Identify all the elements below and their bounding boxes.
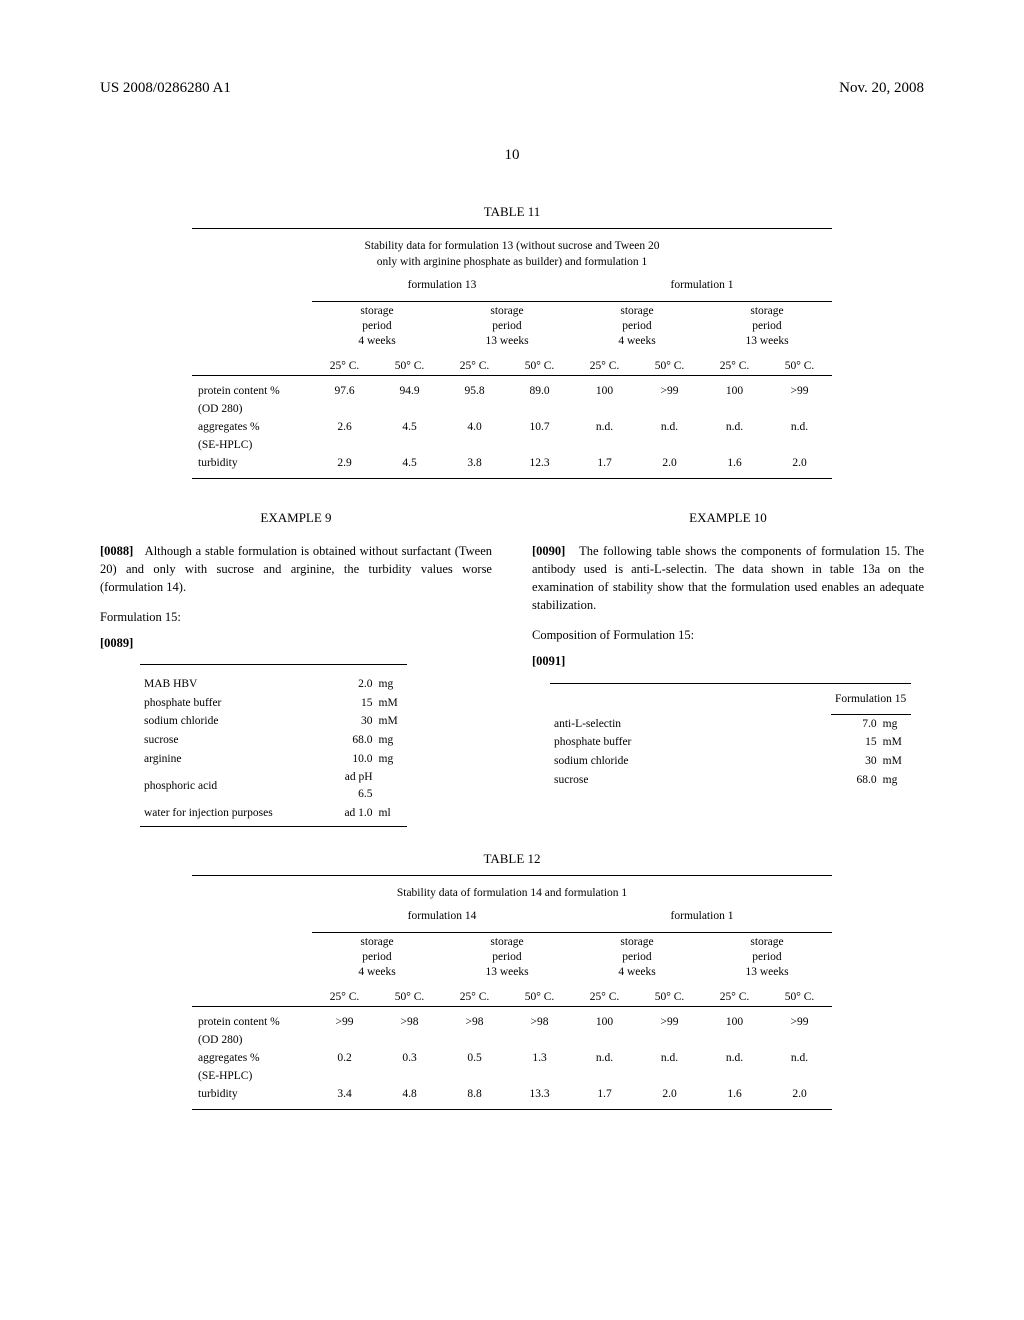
formulation-label: Formulation 15: <box>100 608 492 626</box>
table-row-label: aggregates % <box>192 418 312 436</box>
composition-row: phosphoric acidad pH 6.5 <box>140 768 407 803</box>
composition-row: phosphate buffer15mM <box>550 733 911 752</box>
formulation15-comp-left: MAB HBV2.0mgphosphate buffer15mMsodium c… <box>140 664 407 826</box>
table11-group-b: formulation 1 <box>572 273 832 302</box>
para-0089: [0089] <box>100 634 492 652</box>
table-cell: 12.3 <box>507 454 572 472</box>
table-cell: n.d. <box>637 1049 702 1067</box>
table11-caption: TABLE 11 <box>100 204 924 220</box>
table-cell: 4.5 <box>377 418 442 436</box>
page-header: US 2008/0286280 A1 Nov. 20, 2008 <box>100 80 924 97</box>
table-cell: 0.3 <box>377 1049 442 1067</box>
table12-title: Stability data of formulation 14 and for… <box>192 882 832 904</box>
composition-row: phosphate buffer15mM <box>140 694 407 713</box>
table-cell: 97.6 <box>312 382 377 400</box>
composition-row: arginine10.0mg <box>140 750 407 769</box>
table-cell: 1.7 <box>572 1085 637 1103</box>
table11-title: Stability data for formulation 13 (witho… <box>192 235 832 273</box>
table-cell: 2.0 <box>767 454 832 472</box>
table12: Stability data of formulation 14 and for… <box>192 875 832 1110</box>
table-row-label: protein content % <box>192 382 312 400</box>
table-cell: 1.7 <box>572 454 637 472</box>
composition-row: water for injection purposesad 1.0ml <box>140 804 407 823</box>
table-cell: >99 <box>312 1013 377 1031</box>
table-cell: 100 <box>702 1013 767 1031</box>
header-left: US 2008/0286280 A1 <box>100 80 231 97</box>
table-cell: 4.5 <box>377 454 442 472</box>
formulation15-comp-right: Formulation 15 anti-L-selectin7.0mgphosp… <box>550 683 911 790</box>
table11: Stability data for formulation 13 (witho… <box>192 228 832 479</box>
table-cell: 1.6 <box>702 454 767 472</box>
table-cell: >98 <box>442 1013 507 1031</box>
table-cell: 8.8 <box>442 1085 507 1103</box>
table-cell: 10.7 <box>507 418 572 436</box>
table-cell: 2.6 <box>312 418 377 436</box>
example9-heading: EXAMPLE 9 <box>100 509 492 528</box>
table-cell: 1.3 <box>507 1049 572 1067</box>
table-cell: >99 <box>767 382 832 400</box>
table-cell: 89.0 <box>507 382 572 400</box>
table12-group-b: formulation 1 <box>572 904 832 933</box>
table-cell: 13.3 <box>507 1085 572 1103</box>
composition-row: anti-L-selectin7.0mg <box>550 714 911 733</box>
table-cell: 100 <box>702 382 767 400</box>
composition-row: sucrose68.0mg <box>140 731 407 750</box>
table11-group-a: formulation 13 <box>312 273 572 302</box>
composition-label: Composition of Formulation 15: <box>532 626 924 644</box>
composition-row: sodium chloride30mM <box>550 752 911 771</box>
para-0091: [0091] <box>532 652 924 670</box>
table-cell: 3.4 <box>312 1085 377 1103</box>
table-cell: n.d. <box>767 1049 832 1067</box>
table-cell: n.d. <box>702 418 767 436</box>
table-cell: >99 <box>767 1013 832 1031</box>
table-cell: 0.5 <box>442 1049 507 1067</box>
table-cell: >98 <box>507 1013 572 1031</box>
composition-row: MAB HBV2.0mg <box>140 675 407 694</box>
table-row-label: turbidity <box>192 1085 312 1103</box>
table-cell: n.d. <box>572 418 637 436</box>
example10-heading: EXAMPLE 10 <box>532 509 924 528</box>
table12-caption: TABLE 12 <box>100 851 924 867</box>
example-10: EXAMPLE 10 [0090] The following table sh… <box>532 509 924 831</box>
table-cell: n.d. <box>572 1049 637 1067</box>
table-cell: 95.8 <box>442 382 507 400</box>
table-cell: 2.0 <box>637 1085 702 1103</box>
table-cell: 4.0 <box>442 418 507 436</box>
table-cell: 2.9 <box>312 454 377 472</box>
table-cell: >98 <box>377 1013 442 1031</box>
composition-row: sucrose68.0mg <box>550 771 911 790</box>
header-right: Nov. 20, 2008 <box>839 80 924 97</box>
page-number: 10 <box>100 147 924 164</box>
table-cell: n.d. <box>637 418 702 436</box>
para-0088: [0088] Although a stable formulation is … <box>100 542 492 596</box>
table-cell: 4.8 <box>377 1085 442 1103</box>
table-row-label: protein content % <box>192 1013 312 1031</box>
table-cell: 100 <box>572 382 637 400</box>
table-cell: >99 <box>637 382 702 400</box>
table-cell: 2.0 <box>637 454 702 472</box>
table12-group-a: formulation 14 <box>312 904 572 933</box>
para-0090: [0090] The following table shows the com… <box>532 542 924 615</box>
table-row-label: aggregates % <box>192 1049 312 1067</box>
table-row-label: turbidity <box>192 454 312 472</box>
composition-row: sodium chloride30mM <box>140 712 407 731</box>
form15-header: Formulation 15 <box>831 687 911 714</box>
table-cell: >99 <box>637 1013 702 1031</box>
table-cell: 0.2 <box>312 1049 377 1067</box>
table-cell: 1.6 <box>702 1085 767 1103</box>
table-cell: 94.9 <box>377 382 442 400</box>
table-cell: 100 <box>572 1013 637 1031</box>
table-cell: n.d. <box>767 418 832 436</box>
table-cell: 3.8 <box>442 454 507 472</box>
table-cell: 2.0 <box>767 1085 832 1103</box>
example-9: EXAMPLE 9 [0088] Although a stable formu… <box>100 509 492 831</box>
table-cell: n.d. <box>702 1049 767 1067</box>
